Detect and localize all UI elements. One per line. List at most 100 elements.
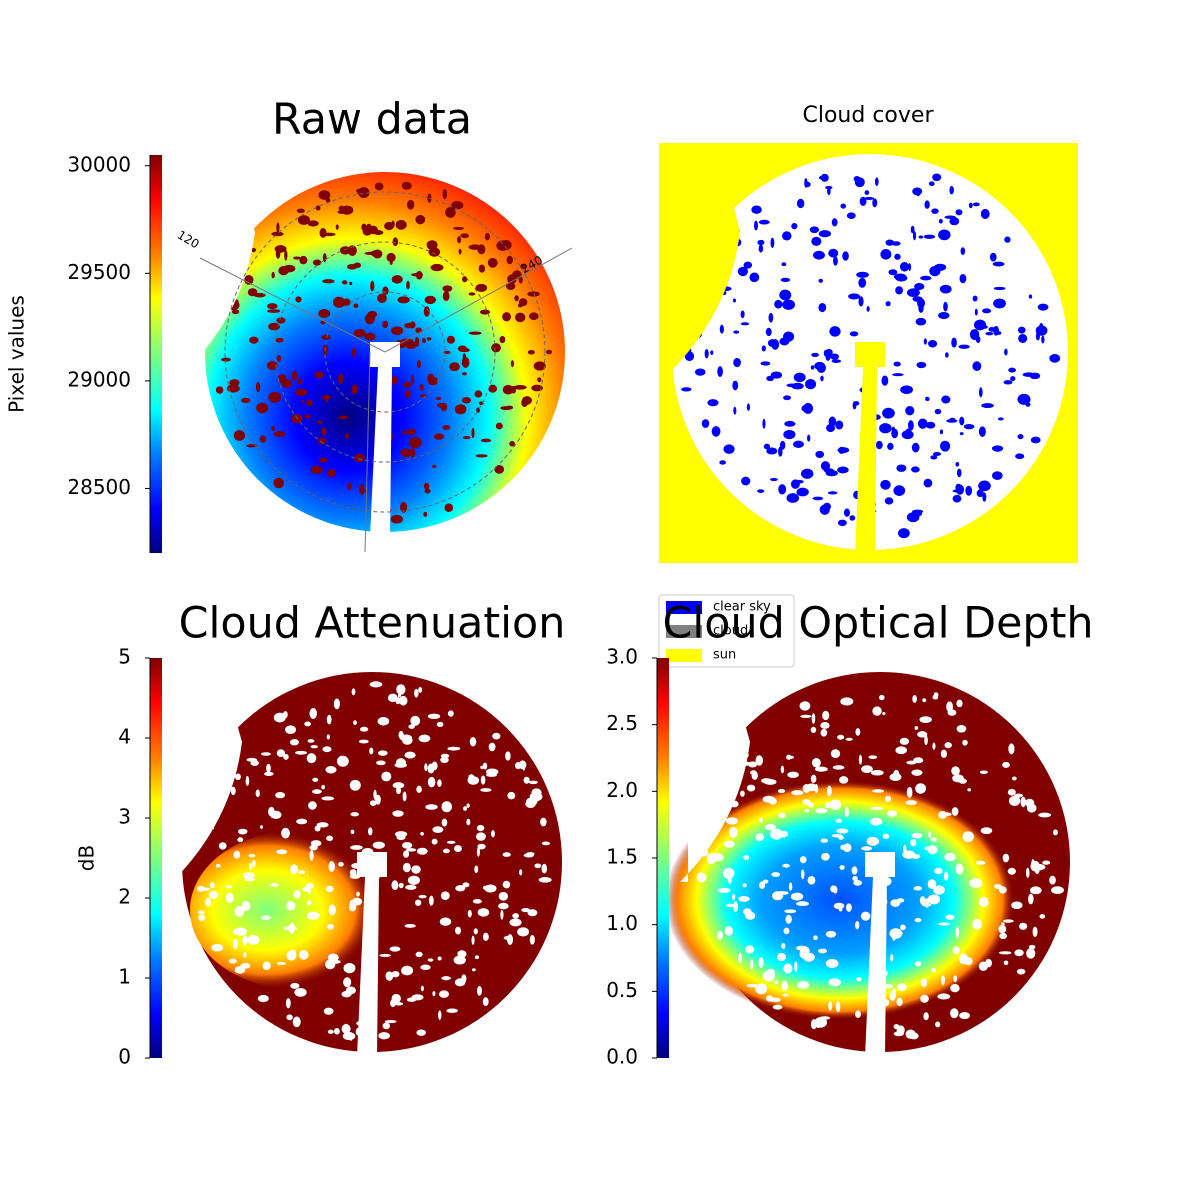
blob [314,825,321,832]
blob [202,887,210,891]
blob [400,338,413,344]
blob [491,343,501,353]
blob [323,1007,334,1015]
blob [401,965,414,976]
blob [527,291,540,297]
blob [832,765,845,770]
blob [234,773,241,781]
blob [387,693,398,703]
blob [844,807,849,818]
blob [531,788,542,797]
blob [839,865,845,870]
blob [318,457,328,463]
blob [765,823,776,831]
blob [353,720,357,725]
blob [967,788,972,792]
blob [890,954,894,962]
blob [829,326,841,337]
blob [923,338,927,345]
blob [757,489,765,493]
blob [306,399,313,407]
blob [457,345,468,352]
blob [981,898,989,907]
blob [338,861,344,867]
blob [793,372,806,383]
blob [772,1004,783,1010]
y-tick-label: 0.5 [606,978,638,1002]
blob [807,434,811,442]
blob [537,377,542,383]
blob [1002,761,1010,768]
mask [865,852,895,1057]
blob [872,706,882,716]
blob [444,503,454,512]
blob [461,974,467,983]
blob [233,430,246,441]
blob [332,296,346,308]
blob [853,176,861,182]
blob [905,800,917,806]
blob [787,771,799,778]
blob [822,710,830,721]
blob [963,424,975,430]
blob [828,248,839,258]
blob [453,226,465,230]
blob [894,931,903,935]
blob [480,775,486,785]
blob [781,231,792,241]
blob [251,248,257,253]
blob [307,739,315,743]
blob [249,863,253,870]
blob [420,964,431,970]
blob [471,935,475,945]
blob [932,694,939,700]
blob [502,384,514,395]
blob [866,836,879,846]
blob [310,745,319,749]
blob [1007,788,1016,796]
blob [818,302,827,313]
blob [837,447,850,454]
blob [392,810,404,817]
blob [759,881,766,890]
blob [435,396,442,401]
blob [893,485,906,496]
blob [917,731,928,738]
panel [172,670,562,1057]
blob [989,252,997,262]
blob [946,419,958,423]
blob [863,196,875,200]
colorbar [150,155,162,553]
blob [390,514,403,524]
blob [395,758,407,767]
blob [932,451,942,456]
blob [404,923,416,928]
blob [507,791,516,800]
y-tick-label: 29500 [67,260,131,284]
blob [892,373,904,377]
blob [681,387,692,392]
blob [742,883,747,888]
blob [818,175,825,180]
y-tick-label: 1 [118,965,131,989]
blob [758,957,764,969]
blob [783,429,796,440]
blob [998,924,1007,934]
blob [196,885,205,892]
blob [1008,367,1016,373]
blob [880,479,891,490]
blob [701,419,710,428]
blob [436,721,444,728]
blob [248,853,256,858]
legend-swatch [666,601,702,614]
blob [322,394,331,400]
blob [462,806,468,811]
blob [930,837,938,842]
blob [306,900,312,906]
blob [440,891,450,901]
blob [312,789,322,794]
blob [395,219,407,230]
blob [1030,436,1041,444]
blob [296,818,308,825]
blob [480,438,492,443]
